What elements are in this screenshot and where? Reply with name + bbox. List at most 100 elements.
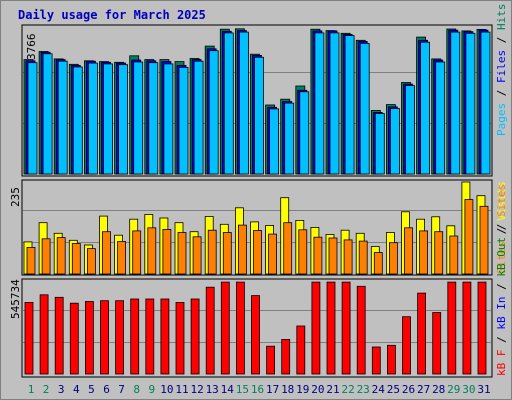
sites-bar (298, 229, 308, 275)
kb-f-bar (175, 301, 185, 375)
legend-sites: Sites (495, 241, 508, 274)
x-tick-label: 30 (462, 383, 475, 396)
sites-bar (253, 230, 262, 275)
legend-sep-3: / (495, 221, 508, 241)
pages-bar (435, 61, 446, 175)
sites-bar (388, 242, 398, 275)
sites-bar (237, 224, 247, 275)
pages-bar (405, 85, 415, 175)
legend-sep-2: / (495, 30, 508, 50)
x-tick-label: 21 (326, 383, 339, 396)
kb-f-bar (145, 298, 155, 375)
pages-bar (88, 62, 98, 175)
kb-f-bar (371, 346, 381, 375)
kb-f-bar (417, 292, 427, 375)
sites-bar (132, 230, 142, 275)
kb-f-bar (85, 301, 94, 375)
chart-title: Daily usage for March 2025 (18, 8, 206, 22)
x-tick-label: 12 (190, 383, 203, 396)
sites-bar (222, 232, 232, 275)
sites-bar (26, 246, 36, 275)
sites-bar (117, 241, 126, 275)
kb-f-bar (326, 281, 336, 375)
sites-bar (373, 252, 383, 275)
kb-f-bar (115, 300, 124, 375)
kb-f-bar (311, 281, 321, 375)
kb-f-bar (24, 301, 34, 375)
kb-f-bar (69, 302, 79, 375)
kb-f-bar (402, 316, 411, 375)
hits-legend: Pages / Files / Hits (495, 4, 508, 137)
kb-f-bar (205, 286, 215, 375)
x-tick-label: 31 (477, 383, 490, 396)
sites-bar (449, 235, 459, 275)
sites-bar (434, 231, 444, 275)
pages-bar (148, 62, 159, 175)
legend-kb-f: kB F (495, 350, 508, 377)
pages-bar (133, 61, 144, 175)
pages-bar (389, 108, 400, 175)
pages-bar (72, 66, 83, 175)
x-tick-label: 10 (160, 383, 173, 396)
sites-bar (328, 237, 338, 275)
kb-f-bar (296, 325, 306, 375)
legend-kb-in: kB In (495, 297, 508, 330)
pages-bar (223, 32, 234, 175)
x-tick-label: 7 (118, 383, 125, 396)
x-tick-label: 5 (88, 383, 95, 396)
kb-f-bar (235, 281, 245, 375)
kb-f-bar (432, 312, 442, 375)
x-tick-label: 1 (28, 383, 35, 396)
x-tick-label: 29 (447, 383, 460, 396)
sites-bar (419, 230, 429, 275)
kbytes-legend: kB F / kB In / kB Out / Sites (495, 184, 508, 376)
x-tick-label: 6 (103, 383, 110, 396)
sites-bar (177, 232, 187, 275)
kb-f-bar (220, 281, 230, 375)
pages-bar (208, 50, 219, 175)
sites-bar (358, 240, 368, 275)
x-tick-label: 18 (281, 383, 294, 396)
pages-bar (359, 43, 370, 175)
kb-f-bar (341, 281, 351, 375)
x-tick-label: 26 (402, 383, 415, 396)
pages-bar (57, 60, 68, 175)
sites-bar (162, 228, 172, 275)
kb-f-bar (100, 300, 109, 375)
kb-f-bar (39, 294, 49, 375)
kb-f-bar (356, 285, 366, 375)
sites-bar (102, 231, 111, 275)
kb-f-bar (386, 344, 396, 375)
pages-bar (314, 32, 325, 175)
sites-bar (207, 229, 217, 275)
x-tick-label: 8 (133, 383, 140, 396)
kb-f-bar (447, 281, 457, 375)
pages-bar (178, 67, 189, 175)
x-tick-label: 23 (357, 383, 370, 396)
x-tick-label: 15 (236, 383, 249, 396)
sites-bar (87, 248, 96, 275)
sites-bar (313, 236, 323, 275)
x-tick-label: 9 (148, 383, 155, 396)
kb-f-bar (251, 295, 260, 375)
x-tick-label: 25 (387, 383, 400, 396)
x-tick-label: 22 (341, 383, 354, 396)
legend-sep-1: / (495, 83, 508, 103)
x-tick-label: 4 (73, 383, 80, 396)
x-tick-label: 14 (221, 383, 235, 396)
legend-sites-2: Sites (495, 184, 508, 217)
pages-bar (238, 31, 249, 175)
pages-bar (374, 113, 385, 175)
kbytes-ymax-label: 545734 (9, 279, 22, 319)
pages-bar (480, 31, 491, 175)
kb-f-bar (130, 298, 140, 375)
x-tick-label: 13 (206, 383, 219, 396)
legend-visits: Visits (495, 181, 508, 221)
legend-kb-out: kB Out (495, 237, 508, 277)
hits-ymax-label: 3766 (25, 34, 38, 61)
pages-bar (269, 108, 280, 175)
sites-bar (283, 222, 293, 275)
legend-files: Files (495, 50, 508, 83)
pages-bar (193, 60, 204, 175)
